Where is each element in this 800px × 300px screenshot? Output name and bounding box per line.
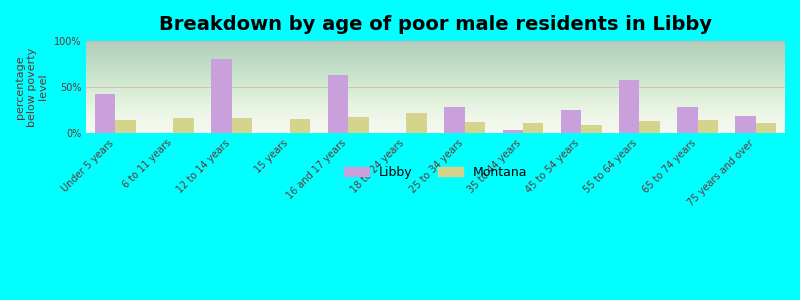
Bar <box>502 130 523 133</box>
Bar <box>211 59 232 133</box>
Title: Breakdown by age of poor male residents in Libby: Breakdown by age of poor male residents … <box>159 15 712 34</box>
Bar <box>328 75 348 133</box>
Bar <box>698 120 718 133</box>
Bar <box>619 80 639 133</box>
Bar <box>581 125 602 133</box>
Bar <box>115 120 136 133</box>
Bar <box>465 122 485 133</box>
Bar <box>756 123 776 133</box>
Legend: Libby, Montana: Libby, Montana <box>339 161 532 184</box>
Bar <box>444 107 465 133</box>
Bar <box>406 113 427 133</box>
Bar <box>561 110 581 133</box>
Bar <box>290 119 310 133</box>
Bar <box>174 118 194 133</box>
Bar <box>95 94 115 133</box>
Y-axis label: percentage
below poverty
level: percentage below poverty level <box>15 47 48 127</box>
Bar <box>735 116 756 133</box>
Bar <box>232 118 252 133</box>
Bar <box>523 123 543 133</box>
Bar <box>639 121 660 133</box>
Bar <box>678 107 698 133</box>
Bar <box>348 117 369 133</box>
